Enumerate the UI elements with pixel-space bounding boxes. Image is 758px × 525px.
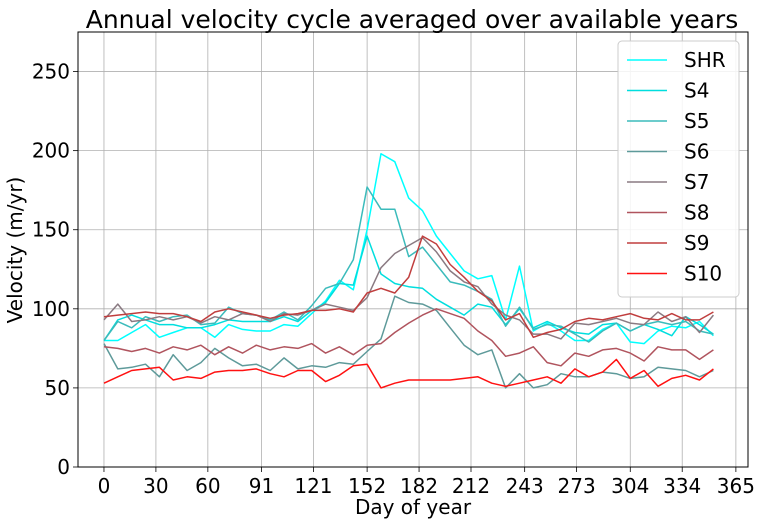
series-line-s7 [103,236,714,340]
legend-label: S7 [684,170,709,194]
legend-label: S5 [684,109,709,133]
x-tick-label: 60 [195,474,220,498]
y-tick-label: 0 [57,455,70,479]
x-axis-ticks: 0 30 60 91 121 152 182 212 243 273 304 334 365 [98,467,755,498]
legend: SHR S4 S5 S6 S7 S8 S9 S10 [617,40,740,298]
series-line-s6 [103,295,714,389]
x-tick-label: 273 [558,474,596,498]
legend-label: SHR [684,48,726,72]
series-line-s5 [103,186,714,343]
plot-frame [77,31,749,468]
legend-label: S9 [684,231,709,255]
x-tick-label: 212 [452,474,490,498]
chart-title: Annual velocity cycle averaged over avai… [86,5,739,34]
series-lines [103,153,714,389]
x-tick-label: 365 [717,474,755,498]
series-line-s8 [103,308,714,367]
x-tick-label: 304 [611,474,649,498]
y-tick-label: 250 [32,60,70,84]
y-tick-label: 200 [32,139,70,163]
legend-box [617,40,740,298]
y-tick-label: 100 [32,297,70,321]
x-tick-label: 152 [348,474,386,498]
series-line-s4 [103,235,714,341]
series-line-s10 [103,358,714,389]
x-tick-label: 91 [249,474,274,498]
legend-label: S6 [684,140,709,164]
x-tick-label: 334 [663,474,701,498]
y-tick-label: 50 [45,376,70,400]
x-tick-label: 243 [506,474,544,498]
series-line-s9 [103,235,714,339]
x-tick-label: 182 [400,474,438,498]
legend-label: S4 [684,79,709,103]
legend-label: S8 [684,201,709,225]
y-axis-label: Velocity (m/yr) [3,177,27,324]
x-tick-label: 30 [143,474,168,498]
x-tick-label: 121 [294,474,332,498]
y-axis-ticks: 0 50 100 150 200 250 [32,60,78,479]
y-tick-label: 150 [32,218,70,242]
x-tick-label: 0 [98,474,111,498]
legend-label: S10 [684,262,722,286]
x-axis-label: Day of year [355,495,472,519]
